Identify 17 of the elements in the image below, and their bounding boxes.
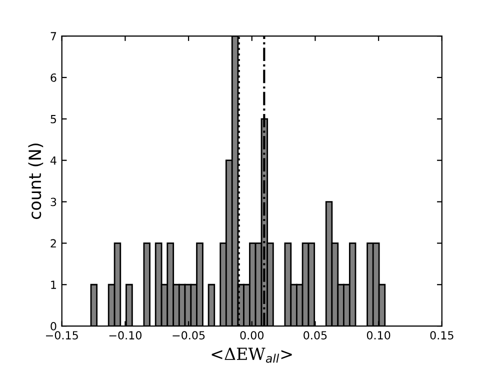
- y-tick-label: 1: [51, 280, 56, 289]
- x-tick-label: 0.10: [366, 331, 390, 340]
- x-tick-label: −0.10: [109, 331, 142, 340]
- x-tick-label: −0.05: [172, 331, 205, 340]
- y-tick-label: 3: [50, 198, 56, 206]
- y-tick-label: 5: [50, 115, 56, 124]
- x-axis-title: <ΔEW$_{all}$>: [212, 348, 292, 363]
- y-tick-label: 2: [50, 239, 56, 248]
- y-tick-label: 0: [50, 322, 56, 330]
- x-tick-label: −0.15: [46, 331, 78, 340]
- x-tick-label: 0.00: [240, 331, 264, 340]
- y-tick-label: 6: [50, 73, 56, 82]
- y-axis-title: count (N): [28, 144, 44, 220]
- y-tick-label: 7: [50, 32, 56, 40]
- x-tick-label: 0.15: [430, 331, 454, 340]
- x-tick-label: 0.05: [304, 331, 327, 340]
- y-tick-label: 4: [50, 156, 56, 165]
